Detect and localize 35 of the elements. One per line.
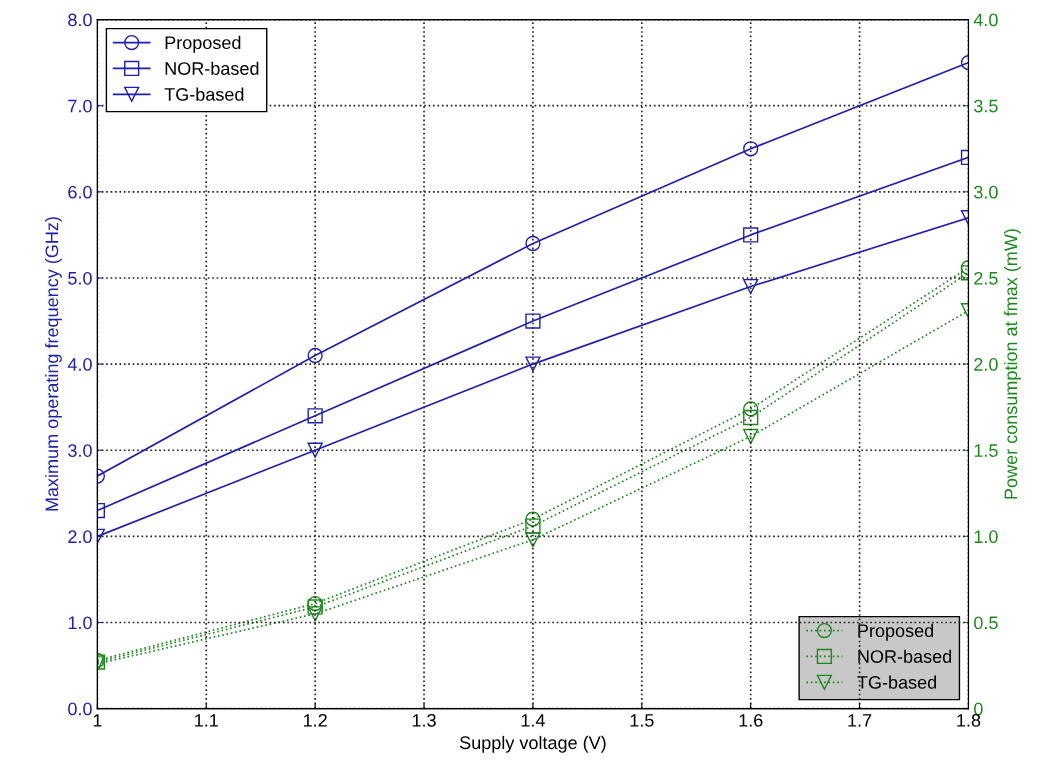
- y2-tick-label: 1.0: [974, 530, 998, 544]
- y-tick-label: 2.0: [68, 530, 92, 544]
- legend-label: Proposed: [858, 623, 934, 641]
- y2-tick-label: 1.5: [974, 444, 998, 457]
- y-tick-label: 0.0: [68, 702, 92, 716]
- x-tick-label: 1.7: [848, 714, 872, 727]
- x-tick-label: 1.1: [195, 714, 218, 727]
- y-tick-label: 8.0: [68, 13, 92, 27]
- x-tick-label: 1.2: [303, 713, 327, 727]
- x-axis-title: Supply voltage (V): [459, 735, 606, 753]
- x-tick-label: 1.4: [521, 714, 545, 727]
- y2-tick-label: 0: [974, 702, 983, 716]
- y-axis-title: Maximum operating frequency (GHz): [45, 217, 62, 511]
- y-tick-label: 1.0: [68, 616, 92, 630]
- y-tick-label: 3.0: [68, 444, 92, 457]
- legend-label: TG-based: [164, 87, 244, 101]
- y-tick-label: 6.0: [68, 185, 92, 199]
- x-tick-label: 1.5: [630, 714, 654, 727]
- x-tick-label: 1: [93, 714, 102, 727]
- y2-tick-label: 2.5: [974, 271, 998, 285]
- y2-tick-label: 2.0: [974, 358, 998, 371]
- x-tick-label: 1.3: [412, 713, 436, 727]
- y2-tick-label: 3.5: [974, 99, 998, 113]
- y2-axis-title: Power consumption at fmax (mW): [1003, 229, 1021, 499]
- y-tick-label: 4.0: [67, 358, 92, 371]
- y-tick-label: 7.0: [68, 99, 92, 113]
- legend-label: TG-based: [857, 675, 937, 689]
- y2-tick-label: 4.0: [973, 13, 998, 27]
- x-tick-label: 1.6: [739, 713, 763, 727]
- y-tick-label: 5.0: [68, 271, 92, 285]
- y2-tick-label: 3.0: [974, 185, 998, 199]
- legend-label: Proposed: [165, 35, 241, 53]
- y2-tick-label: 0.5: [974, 616, 998, 630]
- legend-label: NOR-based: [858, 649, 952, 663]
- legend-label: NOR-based: [165, 61, 259, 75]
